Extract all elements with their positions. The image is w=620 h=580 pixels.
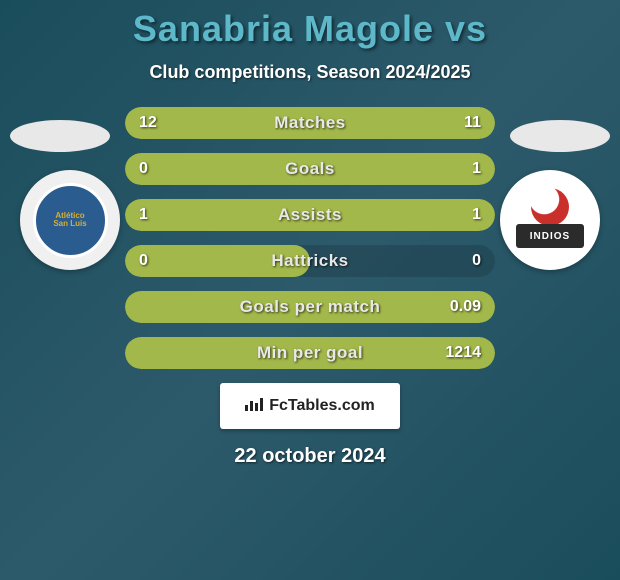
stat-value-right: 0.09 [450, 291, 481, 323]
stat-row: Hattricks0 0 [125, 245, 495, 277]
stat-value-right: 1214 [445, 337, 481, 369]
badge-shield-icon: Atlético San Luis [33, 183, 108, 258]
stat-label: Min per goal [125, 337, 495, 369]
badge-indios-icon: INDIOS [510, 180, 590, 260]
chart-icon [245, 397, 263, 416]
stat-value-right: 11 [464, 107, 481, 139]
stats-container: Matches1211Goals01Assists11Hattricks00Go… [125, 107, 495, 369]
badge-left-text-bottom: San Luis [53, 220, 86, 228]
stat-label: Assists [125, 199, 495, 231]
stat-label: Hattricks [125, 245, 495, 277]
footer-logo[interactable]: FcTables.com [220, 383, 400, 429]
header: Sanabria Magole vs Club competitions, Se… [0, 0, 620, 83]
stat-label: Goals [125, 153, 495, 185]
footer-logo-text: FcTables.com [269, 397, 375, 415]
stat-row: Goals0 1 [125, 153, 495, 185]
player-silhouette-left [10, 120, 110, 152]
stat-label: Matches [125, 107, 495, 139]
badge-right-banner: INDIOS [516, 224, 584, 248]
stat-value-right: 1 [472, 199, 481, 231]
stat-row: Assists1 1 [125, 199, 495, 231]
stat-value-left: 12 [139, 107, 157, 139]
page-subtitle: Club competitions, Season 2024/2025 [0, 62, 620, 83]
stat-value-left: 0 [139, 153, 148, 185]
club-badge-right: INDIOS [500, 170, 600, 270]
page-title: Sanabria Magole vs [0, 8, 620, 50]
player-silhouette-right [510, 120, 610, 152]
club-badge-left: Atlético San Luis [20, 170, 120, 270]
stat-row: Matches12 11 [125, 107, 495, 139]
footer-date: 22 october 2024 [0, 445, 620, 468]
stat-row: Goals per match0.09 [125, 291, 495, 323]
stat-value-right: 0 [472, 245, 481, 277]
stat-row: Min per goal1214 [125, 337, 495, 369]
stat-value-right: 1 [472, 153, 481, 185]
stat-value-left: 0 [139, 245, 148, 277]
soccer-ball-icon [531, 188, 569, 226]
stat-value-left: 1 [139, 199, 148, 231]
stat-label: Goals per match [125, 291, 495, 323]
